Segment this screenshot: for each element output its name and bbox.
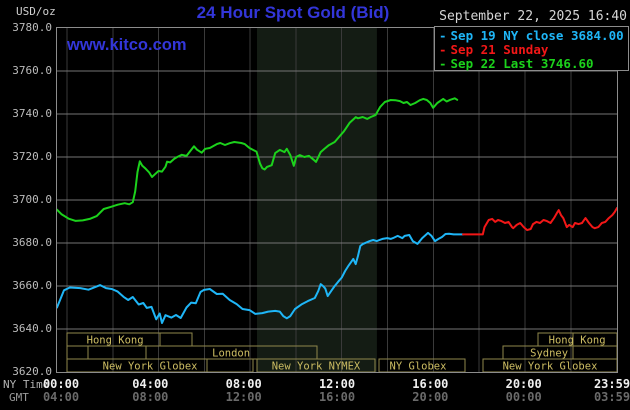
session-label: New York Globex (503, 361, 598, 373)
y-tick-label: 3660.0 (12, 279, 52, 292)
legend-dash-marker: - (439, 42, 447, 57)
x-tick-label: 00:00 (505, 390, 542, 404)
ny-time-row-label: NY Time (3, 378, 50, 391)
session-label: NY Globex (390, 361, 447, 373)
market-session-box (159, 332, 193, 347)
legend-entry-label: Sep 22 Last 3746.60 (450, 56, 594, 71)
session-label: New York Globex (103, 361, 198, 373)
session-label: Sydney (530, 348, 568, 360)
datetime-label: September 22, 2025 16:40 (439, 9, 627, 24)
x-tick-label: 20:00 (412, 390, 449, 404)
market-session-box (87, 345, 147, 360)
x-tick-label: 00:00 (42, 377, 80, 391)
legend-box: - Sep 19 NY close 3684.00- Sep 21 Sunday - S… (434, 26, 629, 71)
market-session-box (66, 345, 89, 360)
y-tick-label: 3780.0 (12, 21, 52, 34)
legend-entry-label: Sep 19 NY close 3684.00 (450, 28, 624, 43)
price-series (462, 207, 618, 236)
y-tick-label: 3640.0 (12, 322, 52, 335)
gmt-row-label: GMT (9, 391, 29, 404)
x-tick-label: 04:00 (42, 390, 80, 404)
x-tick-label: 03:59 (593, 390, 630, 404)
unit-label: USD/oz (16, 5, 56, 18)
x-tick-label: 12:00 (225, 390, 262, 404)
legend-dash-marker: - (439, 56, 447, 71)
y-tick-label: 3760.0 (12, 64, 52, 77)
x-tick-label: 08:00 (225, 377, 262, 391)
x-tick-label: 16:00 (412, 377, 449, 391)
market-session-box (206, 358, 254, 373)
y-tick-label: 3620.0 (12, 365, 52, 378)
y-tick-label: 3720.0 (12, 150, 52, 163)
session-label: London (212, 348, 250, 360)
price-series (56, 97, 459, 222)
x-tick-label: 23:59 (593, 377, 630, 391)
x-tick-label: 12:00 (318, 377, 356, 391)
x-tick-label: 04:00 (132, 377, 169, 391)
legend-entry: - Sep 19 NY close 3684.00 (435, 29, 628, 43)
session-label: New York NYMEX (272, 361, 361, 373)
plot-area: Hong Kong Hong Kong London Sydney New York G… (56, 27, 618, 373)
y-tick-label: 3680.0 (12, 236, 52, 249)
x-tick-label: 20:00 (505, 377, 542, 391)
legend-entry: - Sep 22 Last 3746.60 (435, 57, 628, 71)
x-tick-label: 16:00 (318, 390, 356, 404)
kitco-watermark: www.kitco.com (67, 36, 187, 54)
x-tick-label: 08:00 (132, 390, 169, 404)
session-label: Hong Kong (549, 335, 606, 347)
page-title: 24 Hour Spot Gold (Bid) (196, 3, 390, 22)
y-tick-label: 3740.0 (12, 107, 52, 120)
legend-dash-marker: - (439, 28, 447, 43)
legend-entry: - Sep 21 Sunday (435, 43, 628, 57)
y-tick-label: 3700.0 (12, 193, 52, 206)
session-label: Hong Kong (87, 335, 144, 347)
legend-entry-label: Sep 21 Sunday (450, 42, 549, 57)
price-series (56, 231, 464, 324)
